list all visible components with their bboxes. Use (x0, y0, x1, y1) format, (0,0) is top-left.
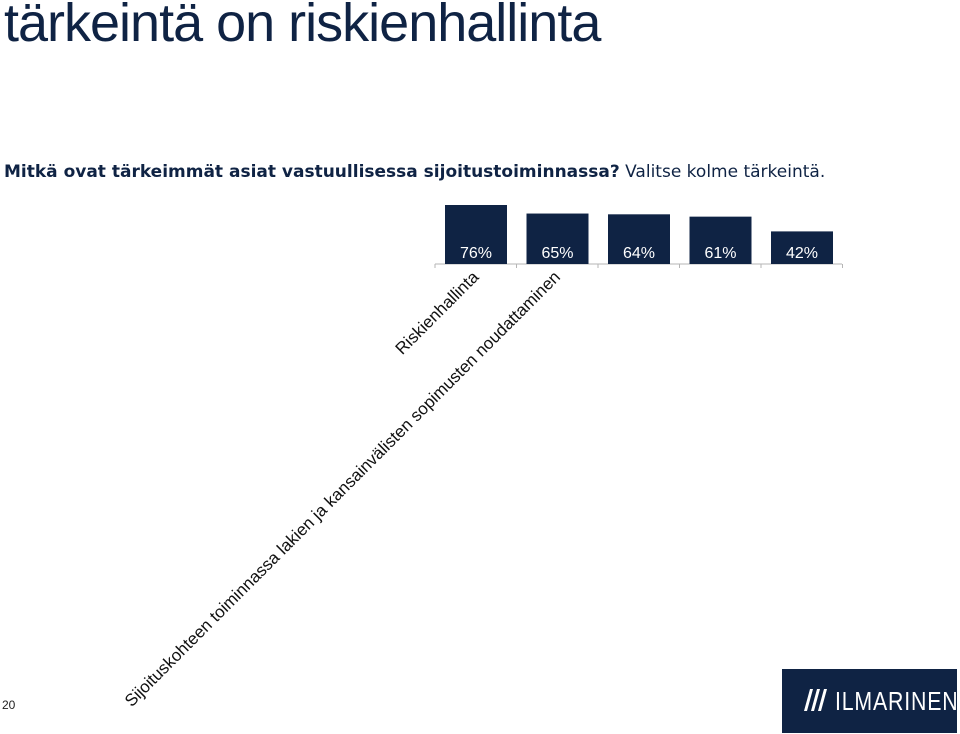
category-label: Sijoituskohteen toiminnassa lakien ja ka… (121, 267, 564, 710)
bar (771, 231, 833, 264)
page-number: 20 (2, 698, 16, 712)
survey-question: Mitkä ovat tärkeimmät asiat vastuullises… (4, 162, 825, 182)
bar-value-label: 42% (786, 245, 818, 262)
bar-value-label: 61% (704, 245, 736, 262)
logo-text: ILMARINEN (835, 686, 959, 716)
bar (689, 216, 752, 264)
slide-title: tärkeintä on riskienhallinta (4, 0, 601, 53)
question-main: Mitkä ovat tärkeimmät asiat vastuullises… (4, 162, 620, 182)
ilmarinen-logo-mark-icon (804, 689, 827, 711)
bar-value-label: 76% (460, 245, 492, 262)
category-label: Riskienhallinta (392, 267, 483, 358)
bar (526, 213, 589, 264)
bar (445, 205, 507, 264)
ilmarinen-logo: ILMARINEN (782, 669, 959, 733)
question-instruction: Valitse kolme tärkeintä. (619, 162, 826, 182)
bar-value-label: 64% (623, 245, 655, 262)
bar (608, 214, 670, 264)
bar-value-label: 65% (541, 245, 573, 262)
